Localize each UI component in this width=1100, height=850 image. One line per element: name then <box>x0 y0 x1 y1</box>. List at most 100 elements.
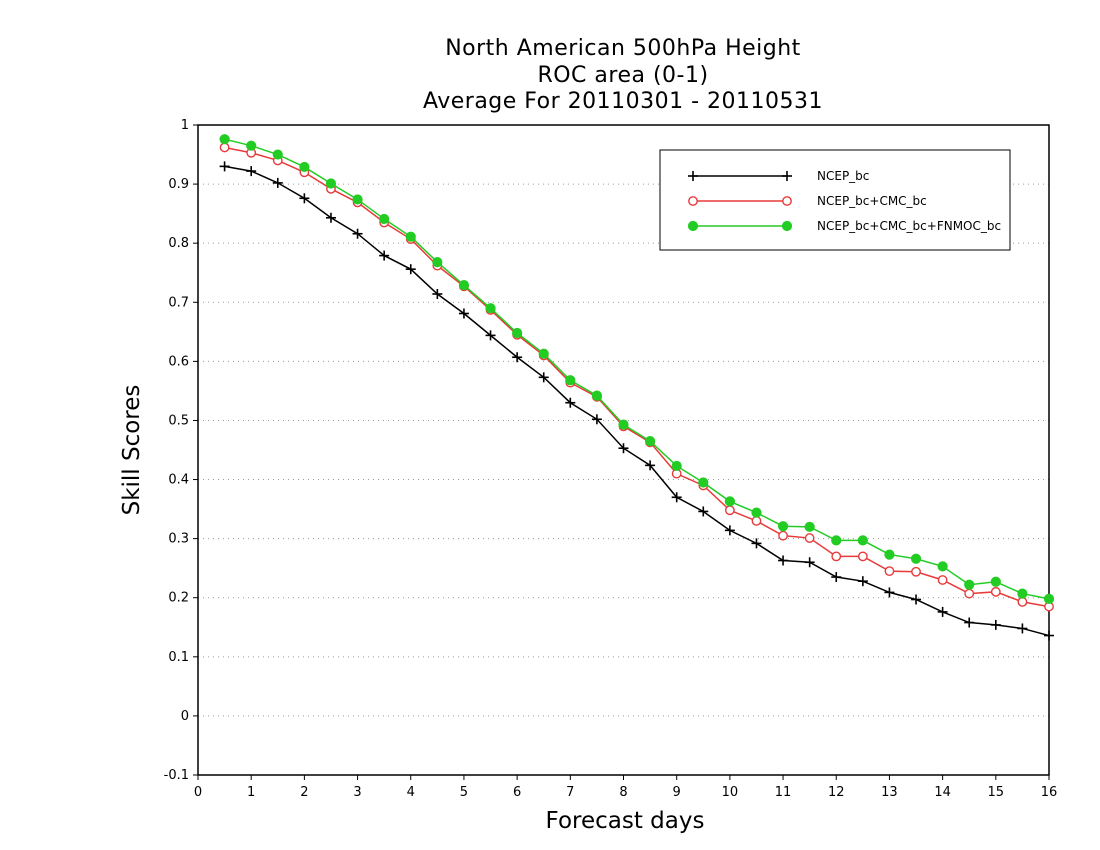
point-2-28 <box>964 579 975 590</box>
x-tick-label-3: 3 <box>353 785 361 800</box>
point-1-20 <box>751 516 762 526</box>
legend-label-2: NCEP_bc+CMC_bc+FNMOC_bc <box>817 219 1001 233</box>
y-tick-label-8: 0.7 <box>168 295 189 310</box>
legend-marker-end-2 <box>781 220 793 232</box>
point-0-11 <box>512 352 523 363</box>
point-1-28 <box>964 588 975 599</box>
point-0-28 <box>964 617 975 628</box>
point-0-7 <box>405 264 416 275</box>
point-0-4 <box>325 212 336 223</box>
point-2-29 <box>990 576 1001 587</box>
legend-box <box>659 149 1011 251</box>
x-tick-label-0: 0 <box>194 785 202 800</box>
point-0-12 <box>538 372 549 383</box>
x-tick-label-16: 16 <box>1041 785 1058 800</box>
y-tick-label-1: 0 <box>181 709 189 724</box>
point-2-17 <box>671 460 682 472</box>
point-2-1 <box>246 140 257 151</box>
point-0-9 <box>458 308 469 319</box>
point-0-19 <box>724 525 735 536</box>
point-0-26 <box>911 594 922 605</box>
y-tick-label-4: 0.3 <box>168 532 189 547</box>
legend-marker-start-1 <box>688 196 698 206</box>
point-2-11 <box>512 327 523 339</box>
point-0-30 <box>1017 623 1028 634</box>
point-0-31 <box>1044 630 1054 641</box>
legend: NCEP_bc NCEP_bc+CMC_bc NCEP_bc+CMC_bc+FNMO… <box>659 149 1011 251</box>
point-0-0 <box>219 161 230 172</box>
x-tick-label-12: 12 <box>828 785 845 800</box>
x-tick-label-13: 13 <box>881 785 898 800</box>
x-tick-label-9: 9 <box>673 785 681 800</box>
point-1-0 <box>219 142 230 153</box>
legend-label-1: NCEP_bc+CMC_bc <box>817 194 927 208</box>
point-0-18 <box>698 506 709 517</box>
point-0-25 <box>884 587 895 598</box>
point-2-26 <box>910 553 922 564</box>
point-2-24 <box>857 535 868 546</box>
point-0-27 <box>937 606 948 617</box>
y-tick-label-3: 0.2 <box>168 591 189 606</box>
y-axis-label: Skill Scores <box>119 384 145 516</box>
point-0-3 <box>299 193 310 204</box>
point-0-22 <box>804 557 815 568</box>
point-0-6 <box>379 250 390 261</box>
point-0-8 <box>432 289 443 299</box>
point-0-29 <box>990 619 1001 630</box>
point-2-10 <box>485 303 496 314</box>
axes: -0.100.10.20.30.40.50.60.70.80.910 1 2 3 4 5 6… <box>164 118 1058 800</box>
chart-title-line-2: ROC area (0-1) <box>537 63 709 88</box>
point-2-22 <box>804 521 815 532</box>
point-2-9 <box>458 280 470 291</box>
legend-marker-start-2 <box>687 220 699 232</box>
x-tick-label-2: 2 <box>300 785 308 800</box>
legend-marker-end-0 <box>782 171 792 181</box>
point-2-18 <box>698 477 709 488</box>
point-2-5 <box>352 194 363 205</box>
point-0-21 <box>778 555 789 566</box>
y-tick-label-0: -0.1 <box>164 768 189 783</box>
point-0-1 <box>246 166 257 177</box>
point-0-20 <box>751 538 762 549</box>
chart-title-line-1: North American 500hPa Height <box>445 36 801 61</box>
point-2-12 <box>538 348 549 359</box>
point-2-23 <box>831 535 842 546</box>
point-1-19 <box>724 505 735 516</box>
series-line-0 <box>224 165 1050 637</box>
legend-marker-start-0 <box>688 171 698 181</box>
point-2-25 <box>884 549 895 560</box>
x-tick-label-11: 11 <box>775 785 792 800</box>
point-2-13 <box>565 375 576 386</box>
point-2-31 <box>1043 593 1055 605</box>
y-tick-label-5: 0.4 <box>168 473 189 488</box>
y-tick-label-2: 0.1 <box>168 650 189 665</box>
point-1-24 <box>857 551 868 562</box>
point-1-27 <box>937 575 948 585</box>
series-layer <box>219 134 1055 641</box>
series-2 <box>219 134 1055 605</box>
x-tick-label-10: 10 <box>722 785 739 800</box>
y-tick-label-7: 0.6 <box>168 354 189 369</box>
point-0-17 <box>671 492 682 503</box>
x-tick-label-1: 1 <box>247 785 255 800</box>
point-2-7 <box>405 231 416 242</box>
point-1-23 <box>831 551 842 562</box>
point-1-26 <box>911 566 921 577</box>
point-2-4 <box>325 178 337 189</box>
x-tick-label-7: 7 <box>566 785 574 800</box>
point-0-16 <box>645 460 656 471</box>
point-1-21 <box>778 530 788 541</box>
plot-frame <box>197 124 1050 776</box>
point-2-27 <box>937 561 948 572</box>
point-1-25 <box>884 566 895 577</box>
series-0 <box>219 161 1054 641</box>
point-2-3 <box>299 161 310 173</box>
chart-title-line-3: Average For 20110301 - 20110531 <box>422 89 824 114</box>
x-tick-label-14: 14 <box>934 785 951 800</box>
point-1-30 <box>1017 596 1028 607</box>
point-0-2 <box>272 177 283 188</box>
point-2-20 <box>751 507 762 518</box>
point-0-5 <box>352 228 363 239</box>
point-2-16 <box>644 436 656 447</box>
